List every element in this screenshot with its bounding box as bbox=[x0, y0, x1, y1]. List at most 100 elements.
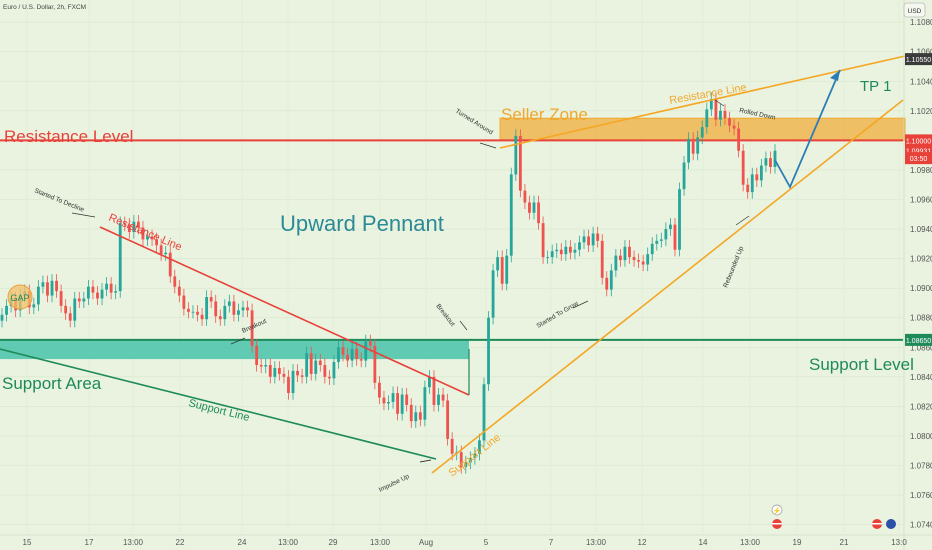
candle-body[interactable] bbox=[5, 305, 8, 315]
candle-body[interactable] bbox=[200, 314, 204, 320]
candle-body[interactable] bbox=[309, 353, 313, 374]
candle-body[interactable] bbox=[132, 221, 136, 233]
us-flag-icon-2[interactable] bbox=[872, 519, 882, 529]
candle-body[interactable] bbox=[609, 270, 613, 290]
candle-body[interactable] bbox=[264, 365, 268, 367]
candle-body[interactable] bbox=[168, 252, 172, 277]
candle-body[interactable] bbox=[637, 260, 640, 262]
candle-body[interactable] bbox=[528, 202, 531, 213]
candle-body[interactable] bbox=[719, 110, 722, 120]
candle-body[interactable] bbox=[377, 382, 381, 398]
candle-body[interactable] bbox=[355, 348, 359, 360]
candle-body[interactable] bbox=[437, 394, 440, 405]
candle-body[interactable] bbox=[232, 301, 236, 315]
candle-body[interactable] bbox=[364, 341, 368, 361]
candles[interactable] bbox=[0, 92, 777, 474]
candle-body[interactable] bbox=[187, 308, 190, 312]
candle-body[interactable] bbox=[555, 249, 559, 252]
candle-body[interactable] bbox=[505, 255, 509, 284]
candle-body[interactable] bbox=[68, 313, 72, 321]
candle-body[interactable] bbox=[600, 240, 604, 278]
candle-body[interactable] bbox=[173, 276, 177, 287]
candle-body[interactable] bbox=[500, 257, 504, 284]
candle-body[interactable] bbox=[705, 109, 709, 128]
candle-body[interactable] bbox=[123, 223, 127, 225]
candle-body[interactable] bbox=[41, 282, 45, 287]
candle-body[interactable] bbox=[146, 236, 149, 240]
candle-body[interactable] bbox=[691, 138, 695, 154]
candle-body[interactable] bbox=[723, 110, 727, 119]
candle-body[interactable] bbox=[605, 277, 609, 290]
candle-body[interactable] bbox=[732, 125, 736, 129]
candle-body[interactable] bbox=[291, 370, 295, 394]
candle-body[interactable] bbox=[382, 397, 386, 404]
lightning-icon[interactable]: ⚡ bbox=[771, 504, 783, 516]
candle-body[interactable] bbox=[700, 127, 704, 138]
candle-body[interactable] bbox=[428, 376, 431, 388]
candle-body[interactable] bbox=[773, 150, 777, 167]
candle-body[interactable] bbox=[191, 311, 195, 313]
candle-body[interactable] bbox=[650, 243, 654, 255]
candle-body[interactable] bbox=[318, 360, 322, 366]
candle-body[interactable] bbox=[518, 135, 522, 191]
candle-body[interactable] bbox=[446, 400, 450, 439]
x-axis[interactable]: 15 17 13:00 22 24 13:00 29 13:00 Aug 5 7 13:00 12 14 1… bbox=[0, 534, 932, 547]
candle-body[interactable] bbox=[373, 345, 377, 383]
candle-body[interactable] bbox=[127, 224, 131, 233]
candle-body[interactable] bbox=[396, 393, 400, 414]
candle-body[interactable] bbox=[568, 246, 572, 253]
candle-body[interactable] bbox=[205, 297, 209, 320]
candle-body[interactable] bbox=[632, 257, 636, 261]
candle-body[interactable] bbox=[91, 286, 95, 293]
candle-body[interactable] bbox=[559, 249, 563, 255]
candle-body[interactable] bbox=[678, 189, 681, 250]
candle-body[interactable] bbox=[578, 242, 581, 250]
currency-button[interactable]: USD bbox=[903, 2, 926, 18]
candle-body[interactable] bbox=[728, 118, 731, 126]
candle-body[interactable] bbox=[459, 452, 463, 467]
candle-body[interactable] bbox=[478, 440, 481, 454]
candle-body[interactable] bbox=[77, 298, 81, 302]
candle-body[interactable] bbox=[82, 298, 86, 302]
candle-body[interactable] bbox=[414, 412, 418, 422]
candle-body[interactable] bbox=[296, 370, 299, 376]
candle-body[interactable] bbox=[759, 165, 763, 181]
candle-body[interactable] bbox=[391, 393, 395, 402]
us-flag-icon[interactable] bbox=[772, 519, 782, 529]
candle-body[interactable] bbox=[573, 249, 577, 253]
candle-body[interactable] bbox=[250, 310, 254, 346]
candle-body[interactable] bbox=[359, 359, 363, 361]
candle-body[interactable] bbox=[687, 138, 691, 163]
candle-body[interactable] bbox=[441, 394, 445, 401]
candle-body[interactable] bbox=[669, 224, 672, 230]
candle-body[interactable] bbox=[109, 283, 113, 293]
candle-body[interactable] bbox=[259, 365, 263, 367]
candle-body[interactable] bbox=[241, 307, 245, 311]
candle-body[interactable] bbox=[387, 401, 390, 404]
candle-body[interactable] bbox=[714, 99, 718, 120]
candle-body[interactable] bbox=[196, 311, 199, 315]
candle-body[interactable] bbox=[664, 229, 668, 240]
candle-body[interactable] bbox=[114, 291, 118, 293]
candle-body[interactable] bbox=[150, 236, 154, 240]
candle-body[interactable] bbox=[86, 286, 90, 299]
candle-body[interactable] bbox=[514, 135, 518, 175]
candle-body[interactable] bbox=[546, 257, 550, 258]
candle-body[interactable] bbox=[473, 453, 477, 459]
candle-body[interactable] bbox=[646, 254, 650, 265]
candle-body[interactable] bbox=[227, 301, 231, 306]
candle-body[interactable] bbox=[596, 233, 600, 241]
candle-body[interactable] bbox=[487, 317, 490, 385]
candle-body[interactable] bbox=[655, 240, 659, 244]
candle-body[interactable] bbox=[564, 246, 568, 255]
candle-body[interactable] bbox=[214, 301, 218, 317]
candle-body[interactable] bbox=[59, 291, 63, 306]
candle-body[interactable] bbox=[282, 373, 286, 377]
candle-body[interactable] bbox=[741, 150, 745, 185]
candle-body[interactable] bbox=[300, 375, 304, 377]
candle-body[interactable] bbox=[450, 438, 454, 454]
candle-body[interactable] bbox=[537, 202, 540, 224]
candle-body[interactable] bbox=[491, 270, 495, 318]
candle-body[interactable] bbox=[50, 280, 54, 296]
